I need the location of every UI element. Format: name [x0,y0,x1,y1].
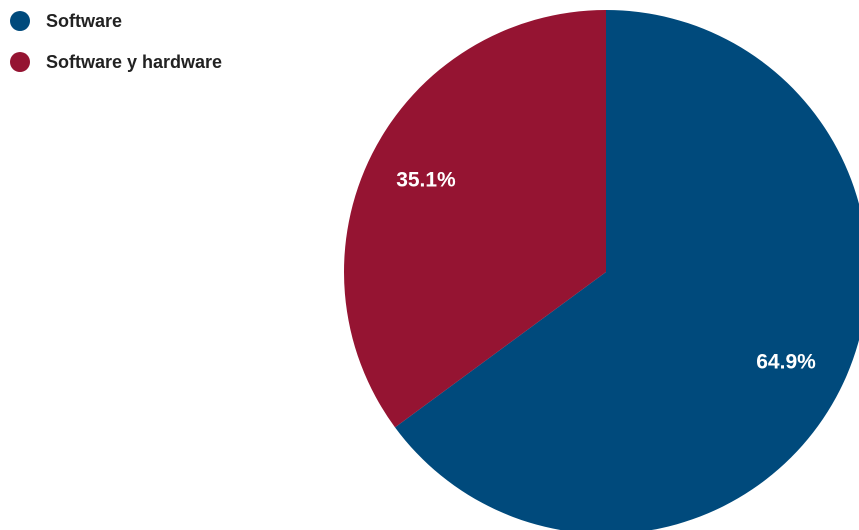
legend-swatch-software [10,11,30,31]
legend-item-software: Software [10,10,222,32]
pie-slices [343,10,859,530]
legend-label-software-y-hardware: Software y hardware [46,51,223,72]
chart-legend: Software Software y hardware [10,10,222,92]
legend-swatch-software-y-hardware [10,52,30,72]
pie-labels: 64.9% 35.1% [396,169,816,374]
legend-item-software-y-hardware: Software y hardware [10,51,222,73]
slice-label-software-y-hardware: 35.1% [396,169,456,192]
slice-label-software: 64.9% [756,351,816,374]
pie-slice-software [395,10,859,530]
pie-slice-software-y-hardware [343,10,606,428]
legend-label-software: Software [46,10,123,31]
